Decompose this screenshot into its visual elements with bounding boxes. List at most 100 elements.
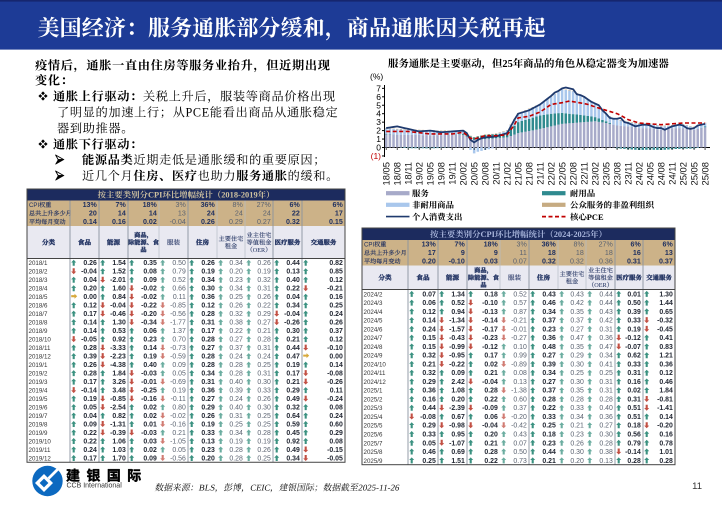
svg-text:0.31: 0.31 [201, 379, 215, 386]
svg-text:0.02: 0.02 [143, 218, 157, 226]
svg-text:3: 3 [376, 117, 381, 127]
svg-text:0.34: 0.34 [570, 414, 584, 421]
svg-text:21/11: 21/11 [535, 162, 546, 185]
svg-text:0.84: 0.84 [112, 294, 126, 301]
svg-text:0.85: 0.85 [329, 269, 343, 276]
svg-text:1.34: 1.34 [451, 291, 465, 298]
svg-text:-0.24: -0.24 [327, 396, 343, 403]
svg-text:0.19: 0.19 [257, 438, 271, 445]
svg-text:1.03: 1.03 [112, 447, 126, 454]
svg-text:0.19: 0.19 [257, 269, 271, 276]
svg-text:0.26: 0.26 [201, 413, 215, 420]
svg-text:0.36: 0.36 [422, 388, 436, 395]
svg-text:0.15: 0.15 [422, 335, 436, 342]
svg-text:0.39: 0.39 [229, 387, 243, 394]
svg-text:1.30: 1.30 [659, 291, 673, 298]
svg-text:-0.08: -0.08 [420, 414, 436, 421]
svg-text:0.87: 0.87 [513, 309, 527, 316]
svg-text:0.13: 0.13 [513, 379, 527, 386]
svg-text:0.00: 0.00 [83, 294, 97, 301]
svg-text:2024/6: 2024/6 [364, 326, 383, 333]
svg-text:-0.20: -0.20 [657, 423, 673, 430]
svg-text:0.32: 0.32 [286, 404, 300, 411]
svg-text:0.27: 0.27 [570, 326, 584, 333]
svg-text:0.47: 0.47 [570, 335, 584, 342]
svg-text:-0.27: -0.27 [511, 335, 527, 342]
svg-text:0.24: 0.24 [229, 354, 243, 361]
svg-text:0.29: 0.29 [570, 353, 584, 360]
svg-text:0.32: 0.32 [422, 370, 436, 377]
svg-text:-2.39: -2.39 [449, 405, 465, 412]
svg-text:0.27: 0.27 [201, 345, 215, 352]
svg-text:0.52: 0.52 [513, 291, 527, 298]
svg-text:0.30: 0.30 [570, 449, 584, 456]
svg-text:0.23: 0.23 [229, 277, 243, 284]
svg-text:2.42: 2.42 [451, 379, 465, 386]
svg-text:0.43: 0.43 [513, 431, 527, 438]
svg-text:25: 25 [502, 59, 512, 70]
svg-text:-0.13: -0.13 [482, 309, 498, 316]
svg-text:0.45: 0.45 [286, 430, 300, 437]
svg-text:2019/3: 2019/3 [29, 379, 48, 386]
svg-text:25/02: 25/02 [677, 162, 688, 185]
svg-text:-0.14: -0.14 [625, 449, 641, 456]
svg-text:0.44: 0.44 [599, 291, 613, 298]
svg-text:-1.31: -1.31 [110, 421, 126, 428]
svg-text:0.22: 0.22 [83, 430, 97, 437]
svg-text:0.25: 0.25 [257, 362, 271, 369]
svg-text:-0.10: -0.10 [327, 345, 343, 352]
svg-text:0.31: 0.31 [627, 257, 641, 265]
svg-text:-0.20: -0.20 [141, 311, 157, 318]
svg-text:0.17: 0.17 [83, 311, 97, 318]
svg-text:0.14: 0.14 [83, 320, 97, 327]
svg-text:0.66: 0.66 [172, 286, 186, 293]
svg-text:0.33: 0.33 [627, 361, 641, 368]
svg-text:0.56: 0.56 [627, 431, 641, 438]
svg-text:2024/10: 2024/10 [364, 361, 387, 368]
svg-text:0.24: 0.24 [257, 354, 271, 361]
svg-text:0.29: 0.29 [286, 387, 300, 394]
svg-text:0.28: 0.28 [201, 337, 215, 344]
svg-text:6%: 6% [333, 201, 344, 209]
svg-text:0.14: 0.14 [143, 345, 157, 352]
svg-text:0.28: 0.28 [570, 396, 584, 403]
svg-text:0.28: 0.28 [201, 311, 215, 318]
svg-text:9: 9 [494, 249, 498, 257]
svg-text:-2.54: -2.54 [110, 404, 126, 411]
svg-text:0.28: 0.28 [542, 396, 556, 403]
svg-text:0.29: 0.29 [201, 404, 215, 411]
svg-text:OER: OER [594, 282, 607, 289]
svg-text:-0.08: -0.08 [327, 370, 343, 377]
svg-text:0.09: 0.09 [143, 455, 157, 462]
svg-text:0.33: 0.33 [257, 387, 271, 394]
svg-text:0.39: 0.39 [542, 361, 556, 368]
svg-text:0.21: 0.21 [286, 379, 300, 386]
svg-text:0.14: 0.14 [83, 218, 97, 226]
svg-text:-1.34: -1.34 [449, 318, 465, 325]
svg-text:0.92: 0.92 [112, 337, 126, 344]
svg-text:0.12: 0.12 [422, 309, 436, 316]
svg-text:-0.02: -0.02 [141, 286, 157, 293]
svg-text:0.16: 0.16 [112, 218, 126, 226]
svg-text:-0.10: -0.10 [482, 300, 498, 307]
svg-text:1.01: 1.01 [659, 449, 673, 456]
svg-text:24/08: 24/08 [655, 162, 666, 185]
svg-text:17: 17 [428, 249, 436, 257]
svg-text:0.69: 0.69 [451, 449, 465, 456]
svg-text:0.21: 0.21 [542, 458, 556, 465]
svg-text:2019/1: 2019/1 [29, 362, 48, 369]
svg-text:0.24: 0.24 [329, 311, 343, 318]
svg-text:2019/2: 2019/2 [29, 370, 48, 377]
svg-text:0.32: 0.32 [570, 257, 584, 265]
svg-text:2018/5: 2018/5 [29, 294, 48, 301]
svg-text:2018/12: 2018/12 [29, 354, 52, 361]
svg-text:0.22: 0.22 [229, 328, 243, 335]
svg-text:0.21: 0.21 [286, 337, 300, 344]
svg-text:0.27: 0.27 [257, 320, 271, 327]
svg-text:2024/5: 2024/5 [364, 318, 383, 325]
svg-text:0.40: 0.40 [143, 362, 157, 369]
svg-text:4: 4 [376, 109, 381, 119]
svg-text:0.14: 0.14 [422, 318, 436, 325]
svg-text:0.26: 0.26 [83, 260, 97, 267]
svg-text:0.31: 0.31 [599, 379, 613, 386]
